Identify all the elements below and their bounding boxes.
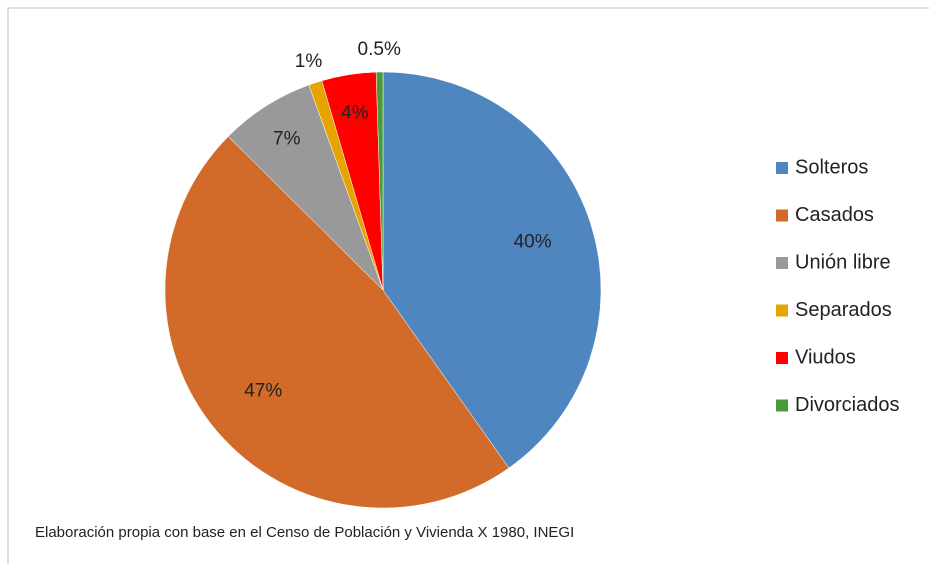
- data-label: 1%: [295, 51, 323, 72]
- data-label: 47%: [244, 380, 282, 401]
- legend-label: Solteros: [795, 156, 868, 178]
- pie-slice: [164, 136, 510, 509]
- legend-label: Separados: [795, 299, 892, 321]
- data-label: 0.5%: [358, 39, 401, 60]
- legend-swatch: [776, 399, 788, 412]
- legend-swatch: [776, 162, 788, 174]
- pie-slice: [375, 71, 384, 291]
- data-label: 40%: [514, 231, 552, 252]
- legend-label: Viudos: [795, 346, 856, 368]
- data-label: 4%: [341, 102, 369, 123]
- source-note: Elaboración propia con base en el Censo …: [35, 524, 574, 541]
- data-label: 7%: [273, 128, 301, 149]
- legend-label: Unión libre: [795, 251, 891, 273]
- legend-swatch: [776, 257, 788, 269]
- legend-swatch: [776, 304, 788, 317]
- legend-label: Divorciados: [795, 394, 899, 416]
- legend-swatch: [776, 352, 788, 364]
- legend-label: Casados: [795, 204, 874, 226]
- legend-swatch: [776, 209, 788, 222]
- pie-slice: [382, 71, 602, 469]
